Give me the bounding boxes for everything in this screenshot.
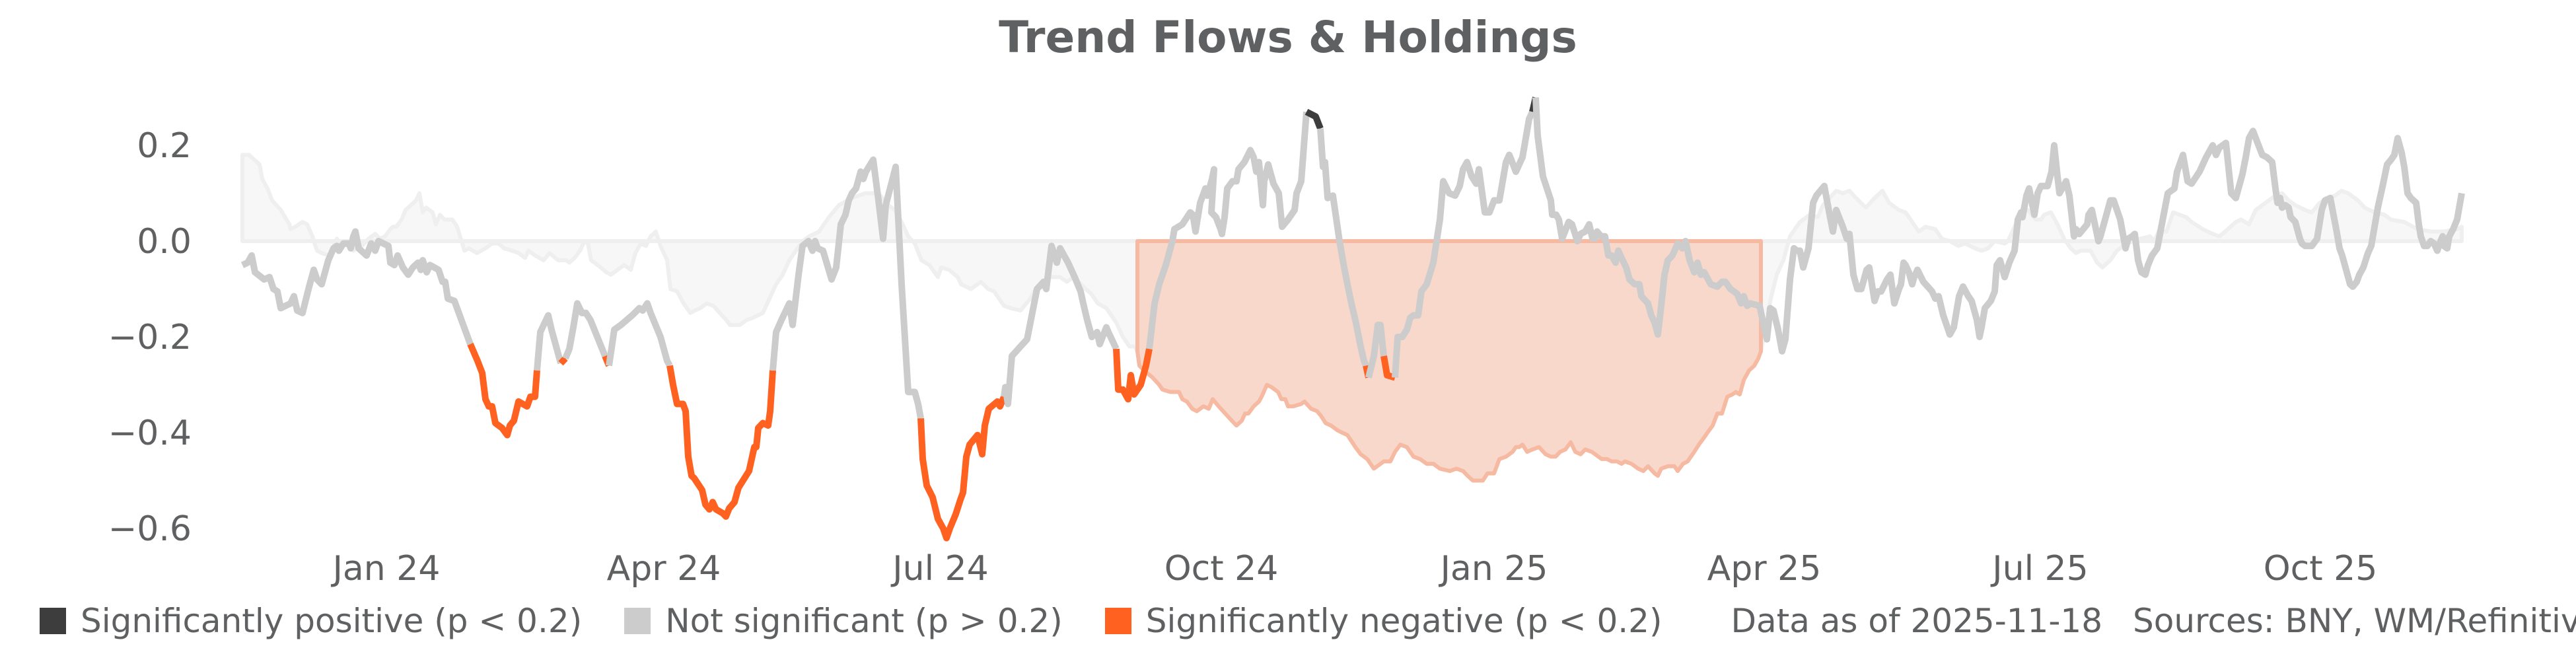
legend-swatch-neutral-icon xyxy=(624,608,651,634)
legend-item-neutral: Not significant (p > 0.2) xyxy=(624,602,1063,640)
x-tick-label: Apr 24 xyxy=(607,549,721,589)
chart-title: Trend Flows & Holdings xyxy=(999,12,1577,63)
y-tick-label: −0.6 xyxy=(108,509,192,549)
legend-label-neutral: Not significant (p > 0.2) xyxy=(665,602,1063,640)
legend-swatch-negative-icon xyxy=(1104,608,1131,634)
x-tick-label: Jul 25 xyxy=(1990,549,2088,589)
x-tick-label: Apr 25 xyxy=(1707,549,1822,589)
trend-flow-line xyxy=(240,96,2465,542)
x-tick-label: Jul 24 xyxy=(890,549,988,589)
negative-holdings-zone xyxy=(1135,239,1763,483)
x-tick-label: Jan 24 xyxy=(331,549,441,589)
data-as-of-note: Data as of 2025-11-18 xyxy=(1731,602,2103,640)
legend-item-positive: Significantly positive (p < 0.2) xyxy=(40,602,582,640)
y-tick-label: 0.2 xyxy=(137,126,192,166)
chart-plot-area: 0.2 0.0 −0.2 −0.4 −0.6 Jan 24 Apr 24 Jul 24 Oct… xyxy=(108,96,2465,589)
legend: Significantly positive (p < 0.2) Not sig… xyxy=(40,601,2576,641)
legend-label-positive: Significantly positive (p < 0.2) xyxy=(81,602,583,640)
x-tick-label: Jan 25 xyxy=(1439,549,1548,589)
y-tick-label: −0.4 xyxy=(108,414,192,453)
y-tick-label: −0.2 xyxy=(108,318,192,357)
legend-label-negative: Significantly negative (p < 0.2) xyxy=(1145,602,1663,640)
y-tick-label: 0.0 xyxy=(137,222,192,262)
legend-item-negative: Significantly negative (p < 0.2) xyxy=(1104,602,1663,640)
y-axis: 0.2 0.0 −0.2 −0.4 −0.6 xyxy=(108,126,192,549)
legend-swatch-positive-icon xyxy=(40,608,66,634)
x-axis: Jan 24 Apr 24 Jul 24 Oct 24 Jan 25 Apr 25 Jul … xyxy=(331,549,2378,589)
x-tick-label: Oct 24 xyxy=(1164,549,1279,589)
x-tick-label: Oct 25 xyxy=(2264,549,2378,589)
holdings-background-area xyxy=(240,153,2464,353)
sources-note: Sources: BNY, WM/Refinitiv xyxy=(2133,602,2576,640)
